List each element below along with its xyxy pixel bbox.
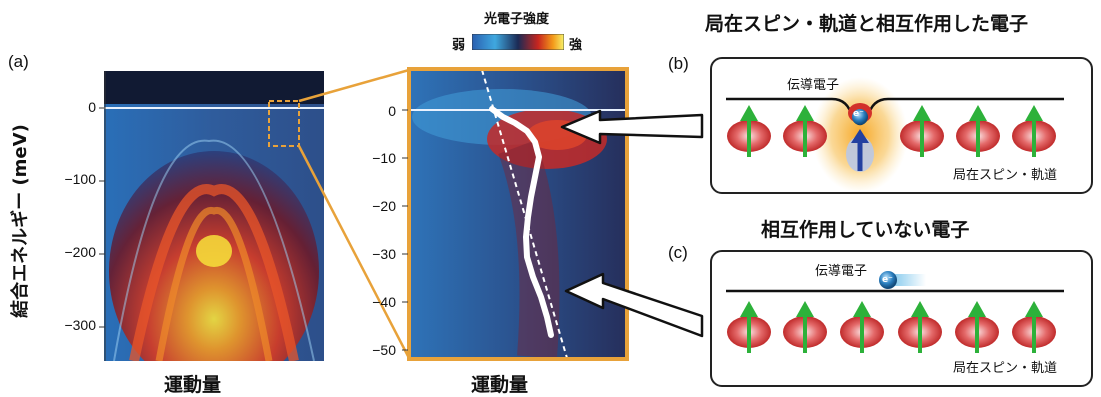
spin-icon	[727, 105, 771, 157]
zoom-ytick: −40	[372, 294, 396, 310]
spin-icon	[1012, 301, 1056, 353]
panel-a-ytick: −300	[64, 317, 96, 333]
zoom-yaxis-ticks	[402, 109, 408, 351]
panel-c-conduction-label: 伝導電子	[815, 264, 868, 279]
colorbar-strong-label: 強	[569, 38, 583, 53]
panel-a-ytick: −200	[64, 244, 96, 260]
zoom-ytick: 0	[388, 103, 396, 119]
spin-icon	[783, 301, 827, 353]
colorbar-title: 光電子強度	[484, 12, 550, 27]
panel-a-yaxis-ticks	[99, 71, 106, 361]
panel-c-electron-symbol: e⁻	[882, 275, 893, 285]
panel-c-label: (c)	[668, 243, 688, 262]
zoom-ytick: −50	[372, 342, 396, 358]
panel-b-diagram	[726, 77, 1064, 190]
panel-b-title: 局在スピン・軌道と相互作用した電子	[705, 13, 1029, 35]
panel-b-label: (b)	[668, 54, 689, 73]
panel-b-conduction-label: 伝導電子	[787, 78, 840, 93]
spin-icon	[955, 301, 999, 353]
panel-a-zoom-box	[268, 100, 300, 147]
spin-icon	[1012, 105, 1056, 157]
zoom-dispersion-curve	[489, 106, 554, 338]
spin-icon	[956, 105, 1000, 157]
panel-c-diagram	[726, 271, 1064, 353]
panel-c-localized-label: 局在スピン・軌道	[953, 361, 1058, 376]
panel-a-xlabel: 運動量	[164, 374, 222, 396]
panel-a-arpes-image	[104, 71, 324, 361]
spin-icon	[727, 301, 771, 353]
panel-b-localized-label: 局在スピン・軌道	[953, 168, 1058, 183]
panel-a-label: (a)	[8, 52, 29, 71]
panel-a-ytick: −100	[64, 171, 96, 187]
arrow-to-noninteracting-icon	[564, 272, 704, 338]
free-electron-icon	[879, 271, 926, 289]
colorbar-weak-label: 弱	[452, 38, 466, 53]
zoom-ytick: −30	[372, 246, 396, 262]
panel-c-title: 相互作用していない電子	[761, 219, 970, 241]
zoom-ytick: −20	[372, 198, 396, 214]
panel-b-electron-symbol: e⁻	[853, 109, 864, 119]
arrow-to-interacting-icon	[560, 109, 704, 145]
spin-icon	[840, 301, 884, 353]
spin-icon	[783, 105, 827, 157]
zoom-ytick: −10	[372, 150, 396, 166]
panel-a-ytick: 0	[88, 99, 96, 115]
spin-icon	[898, 301, 942, 353]
spin-icon	[900, 105, 944, 157]
colorbar	[472, 34, 564, 50]
bound-electron-icon	[846, 103, 874, 172]
zoom-xlabel: 運動量	[471, 374, 529, 396]
